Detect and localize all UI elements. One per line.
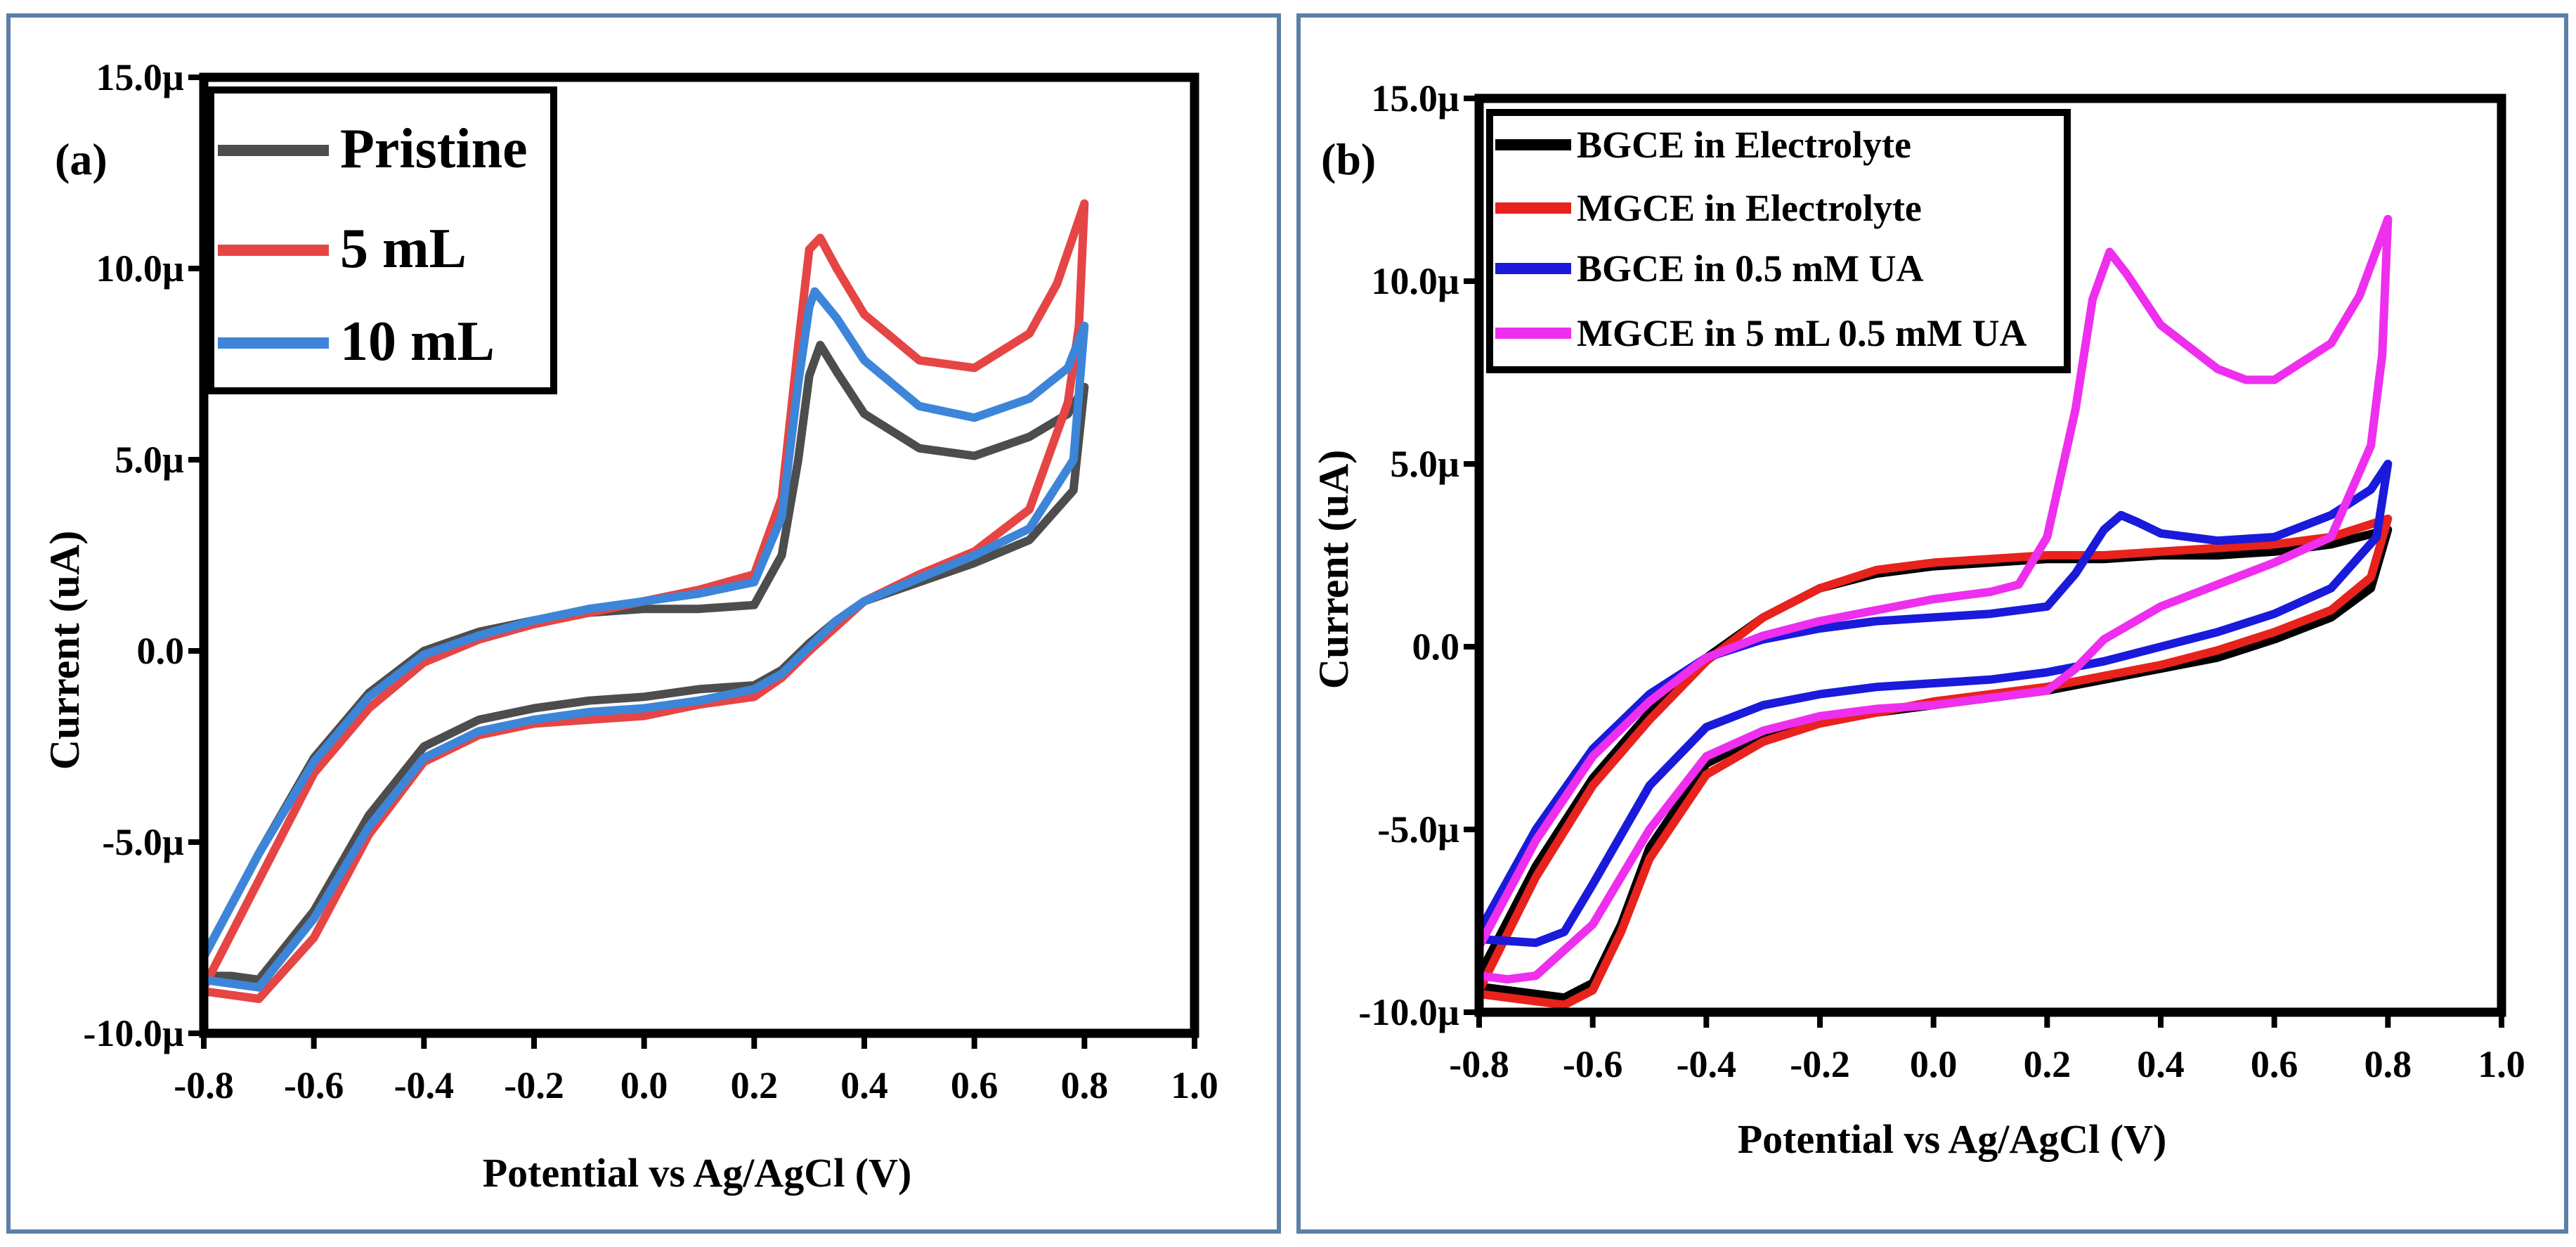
- panel-b-legend: BGCE in Electrolyte MGCE in Electrolyte …: [1486, 109, 2071, 373]
- x-tick-label-a-4: 0.0: [620, 1064, 668, 1106]
- y-tick-label-a-2: 0.0: [137, 630, 185, 672]
- panel-a-ticks: -0.8 -0.6 -0.4 -0.2 0.0 0.2 0.4 0.6 0.8 1.0 -10.0µ…: [83, 56, 1218, 1106]
- x-tick-label-a-6: 0.4: [840, 1064, 888, 1106]
- y-tick-label-b-0: -10.0µ: [1358, 991, 1459, 1033]
- panel-a-legend-label-pristine: Pristine: [340, 118, 528, 180]
- series-b-mgce-in-electrolyte: [1475, 515, 2393, 1009]
- x-tick-label-b-3: -0.2: [1790, 1043, 1849, 1085]
- y-tick-label-a-0: -10.0µ: [83, 1012, 184, 1054]
- x-tick-label-a-3: -0.2: [504, 1064, 564, 1106]
- series-a-10-ml: [200, 287, 1089, 992]
- x-tick-label-b-0: -0.8: [1449, 1043, 1509, 1085]
- x-tick-label-a-9: 1.0: [1171, 1064, 1218, 1106]
- y-tick-label-a-5: 15.0µ: [96, 56, 184, 98]
- series-b-mgce-in-5-ml-0-5-mm-ua: [1475, 214, 2393, 984]
- panel-b-legend-label-mgce-ua: MGCE in 5 mL 0.5 mM UA: [1577, 312, 2027, 354]
- panel-a-legend-label-5ml: 5 mL: [340, 218, 467, 280]
- panel-a-y-axis-label: Current (uA): [41, 531, 88, 770]
- panel-b-x-axis-label: Potential vs Ag/AgCl (V): [1738, 1116, 2167, 1162]
- panel-b-legend-label-bgce-ua: BGCE in 0.5 mM UA: [1577, 247, 1924, 290]
- panel-a-label: (a): [55, 134, 108, 184]
- x-tick-label-a-2: -0.4: [394, 1064, 454, 1106]
- y-tick-label-a-1: -5.0µ: [102, 821, 184, 863]
- panel-a-axes-frame: [199, 72, 1199, 1038]
- x-tick-label-b-7: 0.6: [2251, 1043, 2298, 1085]
- panel-a-legend: Pristine 5 mL 10 mL: [207, 86, 557, 394]
- panel-b: (b) Current (uA) Potential vs Ag/AgCl (V…: [1296, 13, 2568, 1234]
- y-tick-label-b-4: 10.0µ: [1371, 260, 1459, 302]
- panel-b-label: (b): [1321, 134, 1376, 184]
- x-tick-label-b-6: 0.4: [2137, 1043, 2185, 1085]
- panel-b-legend-label-mgce-electrolyte: MGCE in Electrolyte: [1577, 187, 1922, 229]
- x-tick-label-a-0: -0.8: [174, 1064, 233, 1106]
- panel-b-legend-box: [1486, 109, 2071, 373]
- y-tick-label-a-4: 10.0µ: [96, 247, 184, 290]
- x-tick-label-b-5: 0.2: [2024, 1043, 2071, 1085]
- panel-a: (a) Current (uA) Potential vs Ag/AgCl (V…: [6, 13, 1281, 1234]
- y-tick-label-b-3: 5.0µ: [1390, 443, 1459, 485]
- y-tick-label-b-5: 15.0µ: [1371, 77, 1459, 119]
- panel-b-y-axis-label: Current (uA): [1310, 450, 1357, 690]
- panel-b-legend-label-bgce-electrolyte: BGCE in Electrolyte: [1577, 124, 1911, 166]
- panel-a-series: [200, 199, 1089, 1003]
- x-tick-label-b-4: 0.0: [1910, 1043, 1958, 1085]
- y-tick-label-b-2: 0.0: [1412, 626, 1460, 668]
- x-tick-label-b-2: -0.4: [1677, 1043, 1736, 1085]
- x-tick-label-b-9: 1.0: [2478, 1043, 2525, 1085]
- panel-b-ticks: -0.8 -0.6 -0.4 -0.2 0.0 0.2 0.4 0.6 0.8 1.0 -10.0µ…: [1358, 77, 2525, 1085]
- panel-b-series: [1475, 214, 2393, 1009]
- series-b-bgce-in-0-5-mm-ua: [1475, 460, 2393, 948]
- y-tick-label-b-1: -5.0µ: [1377, 808, 1459, 851]
- panel-a-x-axis-label: Potential vs Ag/AgCl (V): [483, 1150, 912, 1196]
- x-tick-label-a-8: 0.8: [1061, 1064, 1109, 1106]
- y-tick-label-a-3: 5.0µ: [115, 439, 184, 481]
- x-tick-label-a-7: 0.6: [951, 1064, 998, 1106]
- x-tick-label-b-8: 0.8: [2364, 1043, 2412, 1085]
- panel-a-border: [6, 13, 1281, 1234]
- x-tick-label-a-1: -0.6: [284, 1064, 344, 1106]
- x-tick-label-b-1: -0.6: [1563, 1043, 1622, 1085]
- panel-a-legend-label-10ml: 10 mL: [340, 311, 495, 373]
- x-tick-label-a-5: 0.2: [731, 1064, 779, 1106]
- panel-b-axes-frame: [1474, 93, 2506, 1017]
